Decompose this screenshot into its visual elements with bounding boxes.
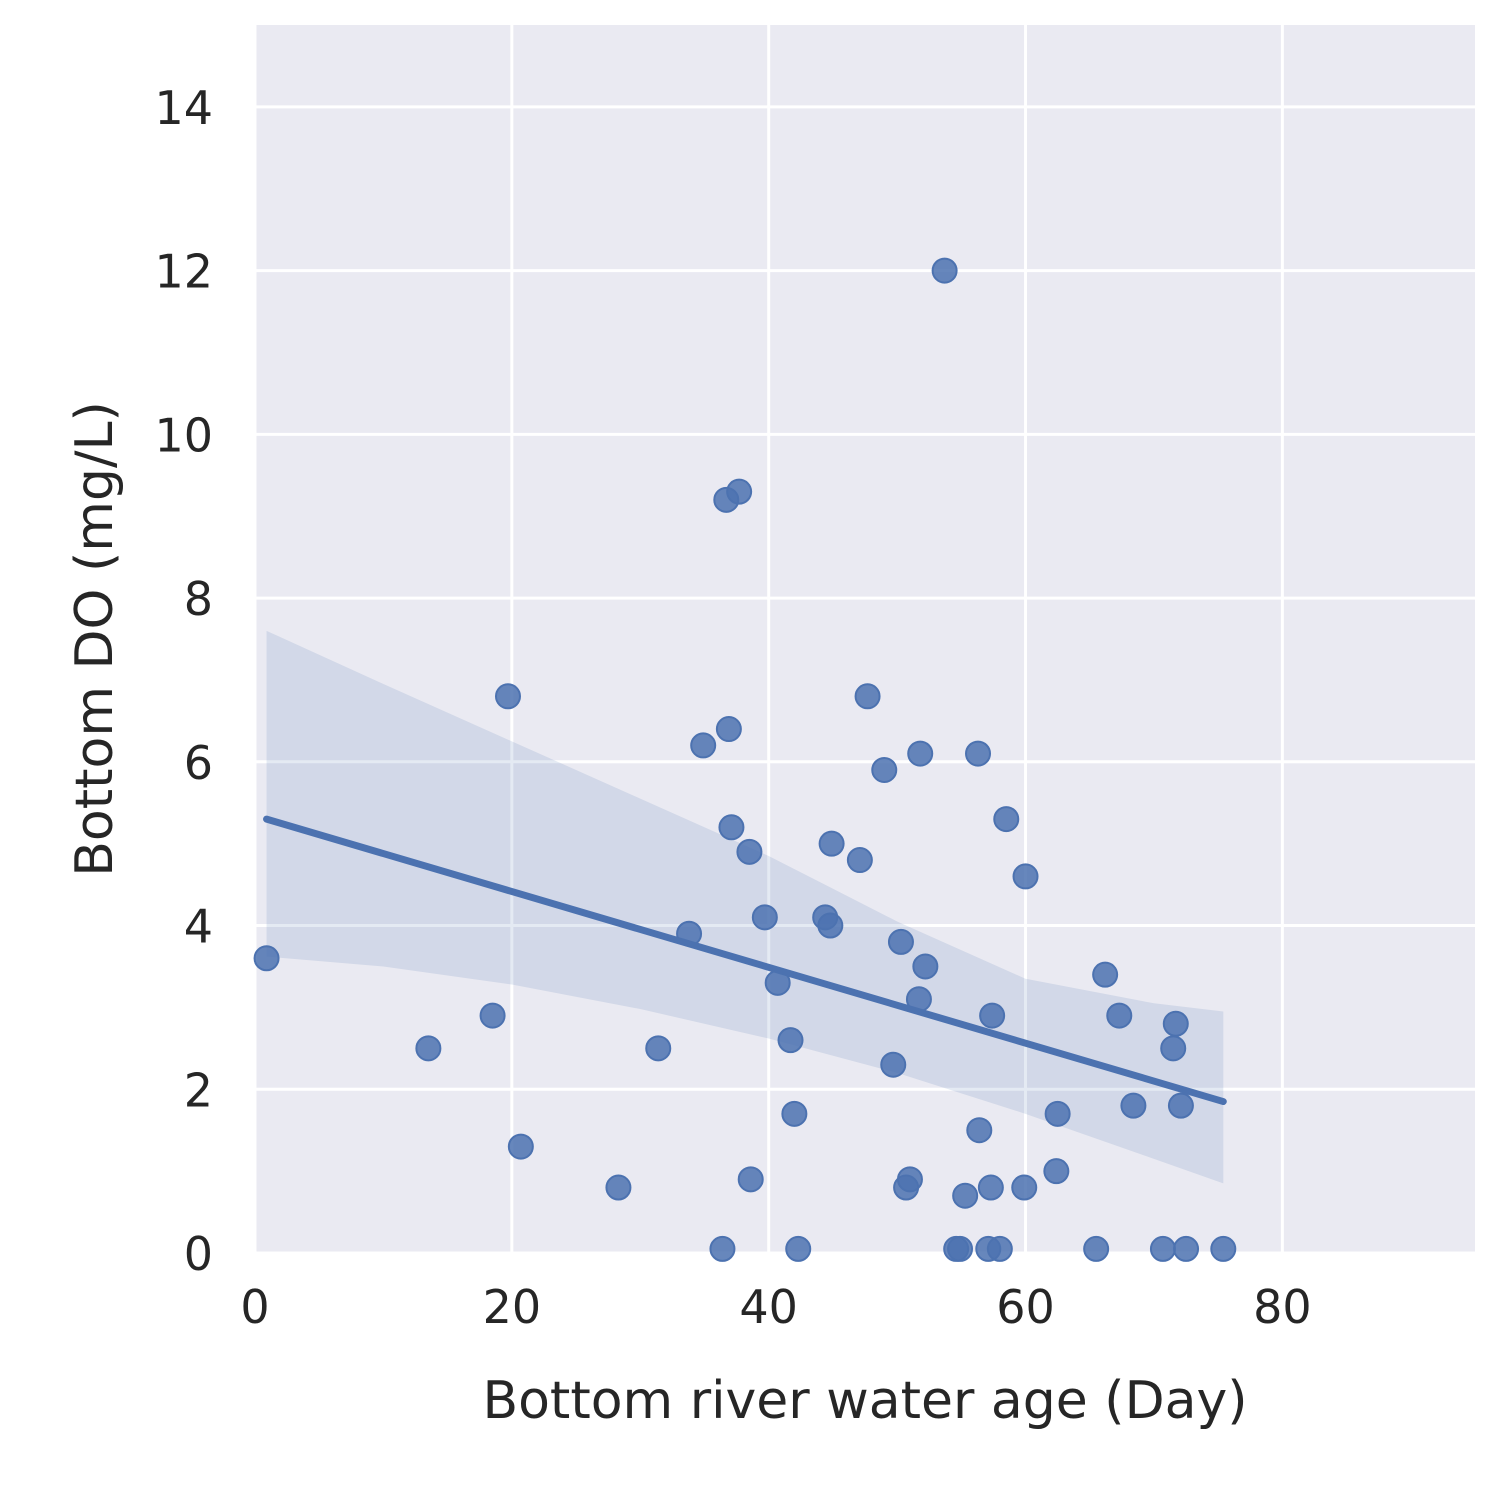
data-point (709, 1235, 736, 1262)
data-point (1149, 1235, 1176, 1262)
data-point (965, 740, 992, 767)
data-point (507, 1133, 534, 1160)
data-point (253, 945, 280, 972)
data-point (726, 478, 753, 505)
data-point (931, 257, 958, 284)
y-tick-label: 14 (154, 81, 213, 135)
data-point (887, 928, 914, 955)
data-point (1210, 1235, 1237, 1262)
data-point (736, 838, 763, 865)
data-point (907, 740, 934, 767)
y-tick-label: 4 (184, 900, 213, 954)
y-tick-label: 8 (184, 572, 213, 626)
data-point (1162, 1010, 1189, 1037)
y-axis-label: Bottom DO (mg/L) (65, 401, 125, 877)
data-point (605, 1174, 632, 1201)
data-point (977, 1174, 1004, 1201)
x-tick-label: 40 (739, 1280, 798, 1334)
plot-background (255, 25, 1475, 1253)
data-point (777, 1027, 804, 1054)
data-point (718, 814, 745, 841)
y-tick-label: 10 (154, 408, 213, 462)
data-point (818, 830, 845, 857)
data-point (751, 904, 778, 931)
data-point (1167, 1092, 1194, 1119)
data-point (966, 1117, 993, 1144)
data-point (952, 1182, 979, 1209)
data-point (1044, 1100, 1071, 1127)
y-tick-label: 2 (184, 1063, 213, 1117)
data-point (415, 1035, 442, 1062)
data-point (494, 683, 521, 710)
data-point (912, 953, 939, 980)
data-point (1173, 1235, 1200, 1262)
data-point (817, 912, 844, 939)
data-point (979, 1002, 1006, 1029)
x-tick-label: 0 (240, 1280, 269, 1334)
x-tick-label: 60 (996, 1280, 1055, 1334)
data-point (871, 756, 898, 783)
x-tick-label: 20 (483, 1280, 542, 1334)
data-point (645, 1035, 672, 1062)
data-point (896, 1166, 923, 1193)
y-tick-label: 12 (154, 245, 213, 299)
data-point (1011, 1174, 1038, 1201)
data-point (737, 1166, 764, 1193)
x-axis-label: Bottom river water age (Day) (482, 1371, 1247, 1431)
data-point (1106, 1002, 1133, 1029)
data-point (846, 847, 873, 874)
x-tick-labels: 0 20 40 60 80 (240, 1280, 1311, 1334)
data-point (690, 732, 717, 759)
data-point (880, 1051, 907, 1078)
data-points (253, 257, 1237, 1262)
x-tick-label: 80 (1253, 1280, 1312, 1334)
regression-line (263, 815, 1227, 1106)
data-point (854, 683, 881, 710)
data-point (1012, 863, 1039, 890)
data-point (1083, 1235, 1110, 1262)
data-point (479, 1002, 506, 1029)
grid-lines (253, 25, 1475, 1255)
data-point (986, 1235, 1013, 1262)
data-point (993, 806, 1020, 833)
data-point (785, 1235, 812, 1262)
data-point (1092, 961, 1119, 988)
data-point (1160, 1035, 1187, 1062)
y-tick-labels: 0 2 4 6 8 10 12 14 (154, 81, 213, 1281)
y-tick-label: 6 (184, 736, 213, 790)
confidence-band (266, 630, 1224, 1184)
data-point (1043, 1158, 1070, 1185)
data-point (715, 716, 742, 743)
y-tick-label: 0 (184, 1227, 213, 1281)
data-point (781, 1100, 808, 1127)
data-point (1120, 1092, 1147, 1119)
data-point (947, 1235, 974, 1262)
